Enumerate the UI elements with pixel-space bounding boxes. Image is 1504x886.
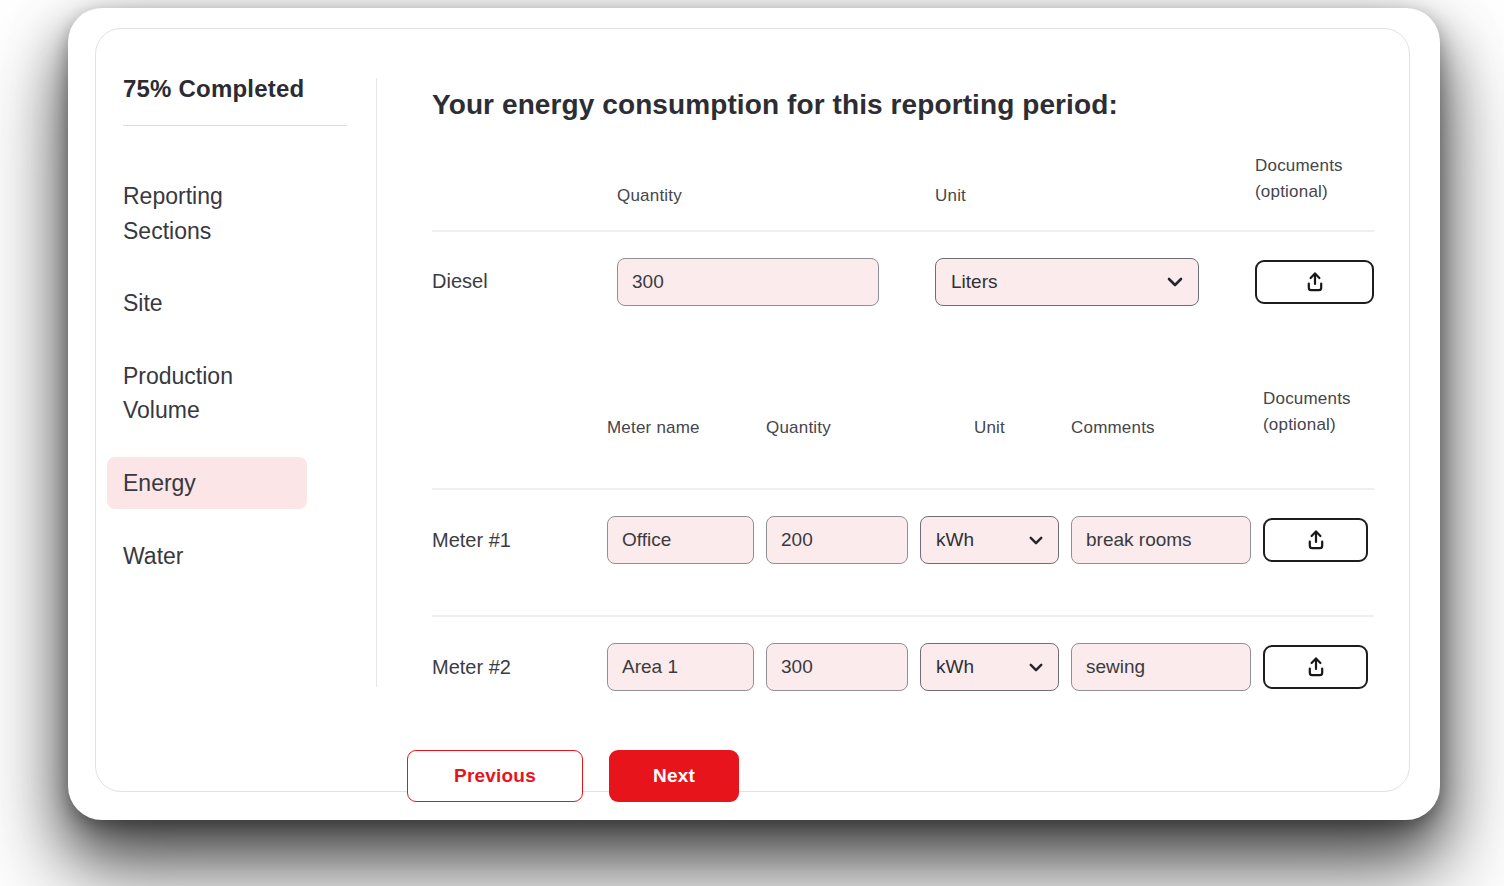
meter-quantity-header: Quantity <box>766 418 908 438</box>
upload-icon <box>1304 655 1328 679</box>
meter1-upload-button[interactable] <box>1263 518 1368 562</box>
sidebar: 75% Completed Reporting Sections Site Pr… <box>96 29 376 791</box>
diesel-quantity-input[interactable] <box>617 258 879 306</box>
meter-row-label: Meter #1 <box>432 529 607 552</box>
sidebar-divider <box>123 125 347 126</box>
upload-icon <box>1303 270 1327 294</box>
diesel-upload-button[interactable] <box>1255 260 1374 304</box>
diesel-unit-select[interactable]: Liters <box>935 258 1199 306</box>
meter-row-1: Meter #1 kWh <box>432 490 1374 590</box>
fuel-row-label: Diesel <box>432 270 617 293</box>
chevron-down-icon <box>1029 536 1043 545</box>
page-title: Your energy consumption for this reporti… <box>432 89 1374 121</box>
sidebar-item-energy[interactable]: Energy <box>107 457 307 510</box>
meter2-name-input[interactable] <box>607 643 754 691</box>
meter1-quantity-input[interactable] <box>766 516 908 564</box>
meter2-unit-select[interactable]: kWh <box>920 643 1059 691</box>
meter-comments-header: Comments <box>1071 418 1251 438</box>
meter2-unit-value: kWh <box>936 656 974 678</box>
meter2-upload-button[interactable] <box>1263 645 1368 689</box>
meter1-unit-value: kWh <box>936 529 974 551</box>
footer-buttons: Previous Next <box>407 750 1374 802</box>
previous-button[interactable]: Previous <box>407 750 583 802</box>
main-content: Your energy consumption for this reporti… <box>377 29 1409 791</box>
sidebar-item-water[interactable]: Water <box>123 539 308 574</box>
meter1-unit-select[interactable]: kWh <box>920 516 1059 564</box>
chevron-down-icon <box>1167 277 1183 287</box>
meter1-name-input[interactable] <box>607 516 754 564</box>
meter-documents-header: Documents (optional) <box>1263 386 1373 439</box>
sidebar-item-reporting-sections[interactable]: Reporting Sections <box>123 179 308 248</box>
meter-name-header: Meter name <box>607 418 754 438</box>
report-card: 75% Completed Reporting Sections Site Pr… <box>68 8 1440 820</box>
meter-row-2: Meter #2 kWh <box>432 617 1374 717</box>
fuel-documents-header: Documents (optional) <box>1255 153 1374 206</box>
meter-table-header: Meter name Quantity Unit Comments Docume… <box>432 386 1374 439</box>
sidebar-nav: Reporting Sections Site Production Volum… <box>123 179 356 574</box>
sidebar-item-site[interactable]: Site <box>123 286 308 321</box>
fuel-quantity-header: Quantity <box>617 186 879 206</box>
next-button[interactable]: Next <box>609 750 739 802</box>
fuel-unit-header: Unit <box>935 186 1199 206</box>
meter1-comments-input[interactable] <box>1071 516 1251 564</box>
meter-row-label: Meter #2 <box>432 656 607 679</box>
meter-unit-header: Unit <box>920 418 1059 438</box>
report-panel: 75% Completed Reporting Sections Site Pr… <box>95 28 1410 792</box>
meter2-comments-input[interactable] <box>1071 643 1251 691</box>
fuel-row-diesel: Diesel Liters <box>432 232 1374 332</box>
meter2-quantity-input[interactable] <box>766 643 908 691</box>
fuel-table-header: Quantity Unit Documents (optional) <box>432 153 1374 206</box>
upload-icon <box>1304 528 1328 552</box>
sidebar-item-production-volume[interactable]: Production Volume <box>123 359 308 428</box>
diesel-unit-value: Liters <box>951 271 997 293</box>
progress-label: 75% Completed <box>123 75 356 103</box>
chevron-down-icon <box>1029 663 1043 672</box>
